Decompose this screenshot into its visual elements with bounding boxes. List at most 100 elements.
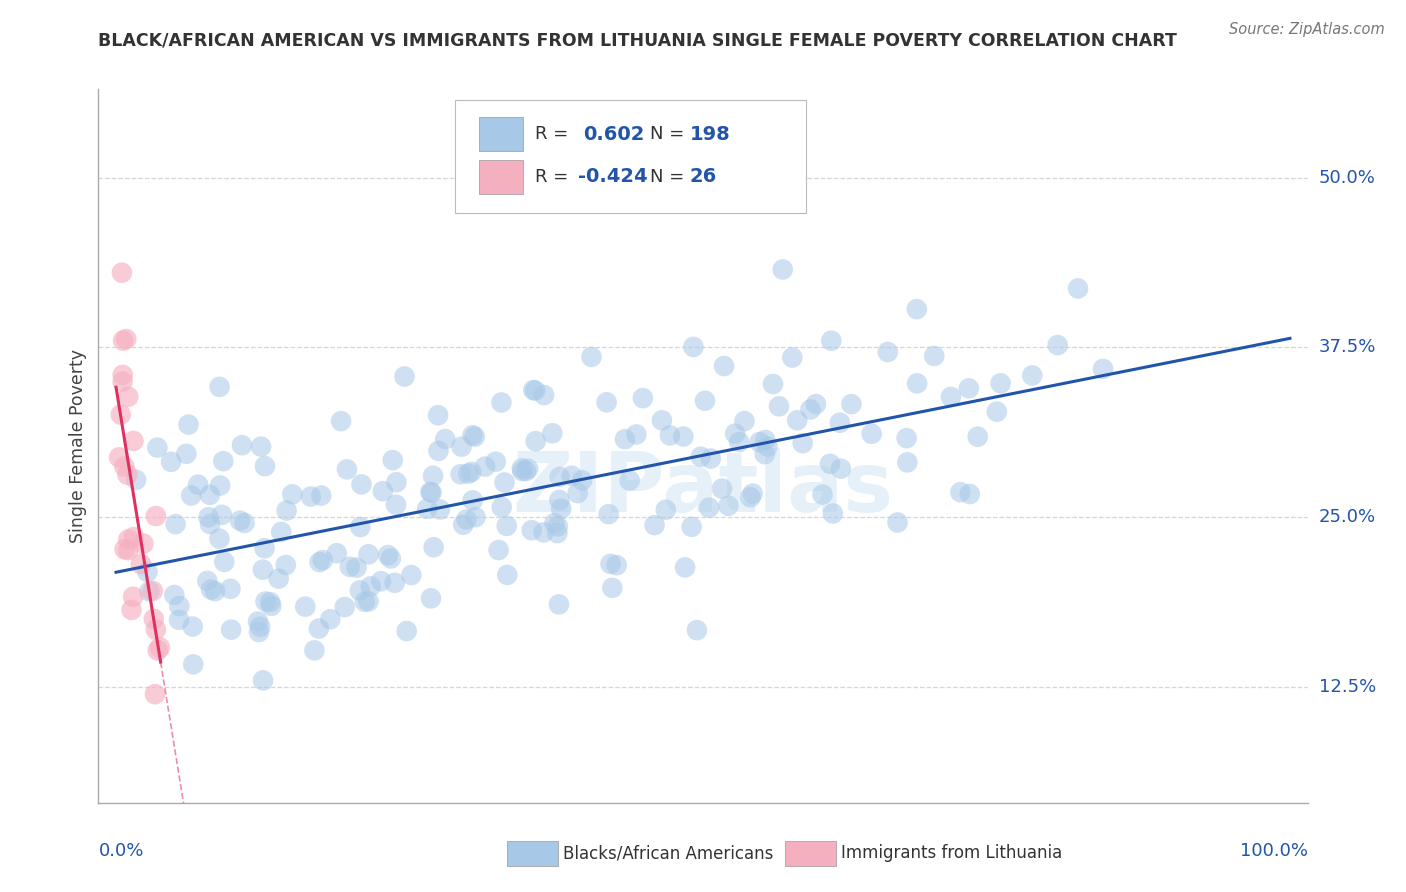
- Point: [522, 383, 544, 397]
- Point: [804, 397, 827, 411]
- Point: [606, 558, 628, 573]
- Point: [548, 598, 571, 612]
- Point: [117, 543, 139, 558]
- Point: [333, 600, 356, 615]
- Point: [450, 440, 472, 454]
- Point: [450, 467, 472, 482]
- Point: [957, 381, 980, 395]
- Text: Source: ZipAtlas.com: Source: ZipAtlas.com: [1229, 22, 1385, 37]
- Point: [160, 455, 183, 469]
- Text: 37.5%: 37.5%: [1319, 338, 1376, 357]
- Point: [208, 532, 231, 546]
- Point: [394, 369, 416, 384]
- Point: [820, 334, 842, 348]
- Point: [619, 474, 641, 488]
- Point: [259, 595, 281, 609]
- Point: [117, 467, 139, 482]
- Point: [246, 615, 269, 629]
- Point: [187, 477, 209, 491]
- Point: [211, 508, 233, 522]
- Point: [260, 599, 283, 613]
- Point: [550, 501, 572, 516]
- Point: [385, 475, 408, 490]
- Point: [595, 395, 617, 409]
- Point: [1092, 362, 1115, 376]
- Point: [165, 517, 187, 532]
- Point: [138, 584, 160, 599]
- Point: [384, 575, 406, 590]
- Point: [658, 428, 681, 442]
- Point: [308, 622, 330, 636]
- Point: [250, 440, 273, 454]
- Point: [464, 510, 486, 524]
- Point: [204, 584, 226, 599]
- Point: [427, 443, 450, 458]
- Point: [176, 447, 198, 461]
- Point: [581, 350, 603, 364]
- Text: 100.0%: 100.0%: [1240, 842, 1308, 860]
- Point: [939, 390, 962, 404]
- Point: [167, 613, 190, 627]
- Point: [357, 594, 380, 608]
- Point: [547, 519, 569, 533]
- Point: [464, 429, 486, 443]
- Point: [422, 468, 444, 483]
- Point: [111, 375, 134, 389]
- Point: [169, 599, 191, 613]
- Point: [180, 489, 202, 503]
- Y-axis label: Single Female Poverty: Single Female Poverty: [69, 349, 87, 543]
- Point: [541, 426, 564, 441]
- Point: [818, 457, 841, 471]
- Text: 26: 26: [690, 168, 717, 186]
- Point: [114, 542, 136, 557]
- Point: [524, 384, 547, 398]
- Point: [681, 520, 703, 534]
- Point: [370, 574, 392, 589]
- Point: [177, 417, 200, 432]
- Point: [360, 579, 382, 593]
- Point: [136, 565, 159, 579]
- Point: [821, 507, 844, 521]
- Point: [602, 581, 624, 595]
- Point: [689, 450, 711, 464]
- Point: [567, 486, 589, 500]
- Point: [254, 594, 277, 608]
- Text: R =: R =: [534, 125, 574, 143]
- Point: [713, 359, 735, 373]
- Point: [515, 464, 537, 478]
- Point: [543, 516, 565, 530]
- Text: 25.0%: 25.0%: [1319, 508, 1376, 526]
- Point: [599, 557, 621, 571]
- Point: [496, 568, 519, 582]
- Point: [142, 584, 165, 599]
- Point: [142, 612, 165, 626]
- Point: [673, 560, 696, 574]
- Point: [197, 510, 219, 524]
- Point: [200, 582, 222, 597]
- Point: [346, 560, 368, 574]
- Point: [631, 391, 654, 405]
- Point: [146, 441, 169, 455]
- Point: [717, 499, 740, 513]
- Text: BLACK/AFRICAN AMERICAN VS IMMIGRANTS FROM LITHUANIA SINGLE FEMALE POVERTY CORREL: BLACK/AFRICAN AMERICAN VS IMMIGRANTS FRO…: [98, 31, 1177, 49]
- Point: [122, 590, 145, 604]
- Point: [461, 493, 484, 508]
- Point: [896, 455, 918, 469]
- Text: 0.0%: 0.0%: [98, 842, 143, 860]
- Point: [651, 413, 673, 427]
- Point: [209, 478, 232, 492]
- Point: [304, 643, 326, 657]
- Point: [1046, 338, 1069, 352]
- Point: [121, 603, 143, 617]
- Point: [768, 399, 790, 413]
- Point: [146, 643, 169, 657]
- Point: [181, 657, 204, 672]
- Point: [966, 430, 988, 444]
- Point: [922, 349, 945, 363]
- FancyBboxPatch shape: [785, 840, 837, 866]
- Point: [143, 687, 166, 701]
- Point: [371, 484, 394, 499]
- Point: [111, 368, 134, 382]
- Text: Blacks/African Americans: Blacks/African Americans: [562, 845, 773, 863]
- Point: [959, 487, 981, 501]
